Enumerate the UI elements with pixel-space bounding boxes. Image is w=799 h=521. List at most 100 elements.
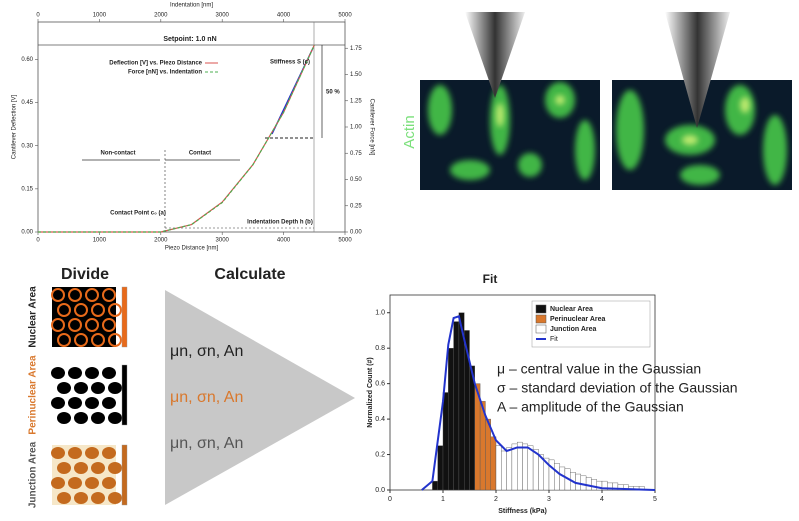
legend-label: Perinuclear Area	[550, 316, 605, 323]
y-tick-label: 0.60	[21, 57, 33, 63]
cell	[51, 397, 65, 409]
hist-bar	[517, 442, 522, 490]
y2-tick-label: 0.00	[350, 230, 362, 236]
x2-tick-label: 4000	[277, 13, 291, 19]
cell	[102, 447, 116, 459]
x-tick-label: 5	[653, 496, 657, 503]
cell	[57, 412, 71, 424]
colorbar	[122, 287, 127, 347]
hist-bar	[485, 419, 490, 490]
hist-bar	[554, 463, 559, 490]
hist-bar	[501, 451, 506, 490]
cell	[51, 447, 65, 459]
x-tick-label: 4	[600, 496, 604, 503]
colorbar	[122, 445, 127, 505]
cell	[85, 397, 99, 409]
y2-tick-label: 0.75	[350, 151, 362, 157]
x-tick-label: 1000	[93, 238, 107, 244]
definition: A – amplitude of the Gaussian	[497, 399, 684, 415]
cell	[68, 447, 82, 459]
hist-bar	[491, 437, 496, 490]
x-tick-label: 2000	[154, 238, 168, 244]
cell	[91, 382, 105, 394]
y2-axis-label: Cantilever Force [nN]	[368, 99, 374, 156]
hist-bar	[438, 446, 443, 490]
legend-swatch	[536, 325, 546, 333]
hist-bar	[512, 444, 517, 490]
hist-bar	[507, 447, 512, 490]
cell	[74, 382, 88, 394]
cell	[108, 492, 122, 504]
annotation: Indentation Depth h (b)	[247, 220, 313, 226]
definition: σ – standard deviation of the Gaussian	[497, 380, 738, 396]
y-tick-label: 1.0	[375, 310, 385, 317]
hist-bar	[560, 467, 565, 490]
legend-swatch	[536, 305, 546, 313]
area-label: Nuclear Area	[28, 286, 39, 348]
x-tick-label: 1	[441, 496, 445, 503]
y-tick-label: 0.6	[375, 380, 385, 387]
y-tick-label: 0.2	[375, 451, 385, 458]
annotation: Contact	[189, 151, 211, 157]
hist-bar	[591, 479, 596, 490]
cell	[68, 477, 82, 489]
parameters: μn, σn, An	[170, 389, 243, 406]
hist-bar	[448, 348, 453, 490]
y2-tick-label: 0.25	[350, 203, 362, 209]
annotation: Stiffness S (c)	[270, 60, 310, 66]
annotation: 50 %	[326, 90, 340, 96]
y-tick-label: 0.0	[375, 487, 385, 494]
hist-bar	[523, 444, 528, 490]
hist-bar	[581, 476, 586, 490]
cell	[91, 462, 105, 474]
cell	[85, 367, 99, 379]
y2-tick-label: 1.25	[350, 98, 362, 104]
cell	[85, 477, 99, 489]
y-tick-label: 0.8	[375, 345, 385, 352]
x2-tick-label: 1000	[93, 13, 107, 19]
annotation: Contact Point c₀ (a)	[110, 211, 166, 217]
annotation: Non-contact	[101, 151, 136, 157]
cell	[102, 367, 116, 379]
cell	[108, 462, 122, 474]
cell	[68, 397, 82, 409]
x-tick-label: 3	[547, 496, 551, 503]
chart-title: Fit	[483, 272, 498, 286]
y-tick-label: 0.4	[375, 416, 385, 423]
y2-tick-label: 1.50	[350, 72, 362, 78]
cell	[74, 412, 88, 424]
hist-bar	[528, 446, 533, 490]
parameters: μn, σn, An	[170, 435, 243, 452]
x2-tick-label: 0	[36, 13, 40, 19]
cell	[57, 462, 71, 474]
legend-label: Fit	[550, 336, 558, 343]
hist-bar	[549, 460, 554, 490]
definition: μ – central value in the Gaussian	[497, 361, 701, 377]
parameters: μn, σn, An	[170, 343, 243, 360]
heatmap	[52, 287, 116, 347]
x2-tick-label: 5000	[338, 13, 352, 19]
setpoint-label: Setpoint: 1.0 nN	[163, 36, 216, 43]
y-axis-label: Normalized Count (#)	[367, 357, 374, 427]
cell	[74, 492, 88, 504]
y-tick-label: 0.00	[21, 230, 33, 236]
legend-swatch	[536, 315, 546, 323]
x-tick-label: 0	[388, 496, 392, 503]
x-tick-label: 3000	[216, 238, 230, 244]
hist-bar	[586, 478, 591, 490]
y2-tick-label: 1.00	[350, 125, 362, 131]
cell	[57, 382, 71, 394]
cell	[91, 412, 105, 424]
x-tick-label: 0	[36, 238, 40, 244]
micrograph	[420, 80, 600, 190]
area-label: Junction Area	[28, 441, 39, 508]
y-axis-label: Cantilever Deflection [V]	[12, 94, 18, 159]
plot-frame	[38, 22, 345, 232]
hist-bar	[443, 393, 448, 491]
hist-bar	[533, 449, 538, 490]
y2-tick-label: 1.75	[350, 46, 362, 52]
cell	[91, 492, 105, 504]
hist-bar	[576, 474, 581, 490]
hist-bar	[496, 446, 501, 490]
stain-label: Actin	[401, 115, 418, 148]
